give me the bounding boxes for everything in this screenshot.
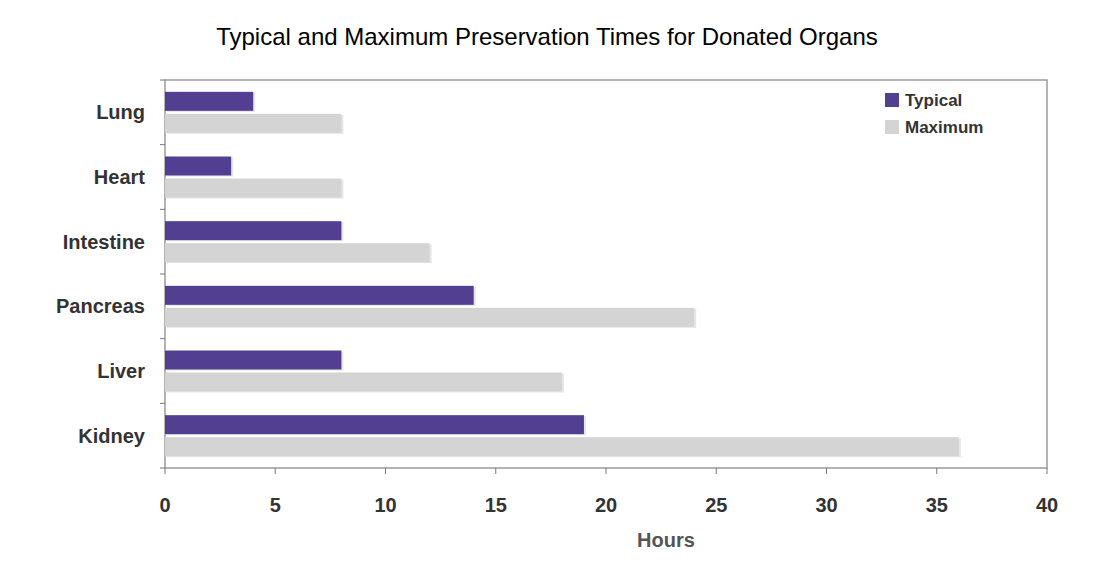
bar: [165, 114, 341, 133]
category-tick: [160, 468, 165, 469]
x-tick-label: 25: [705, 494, 727, 516]
legend: Typical Maximum: [885, 91, 983, 137]
category-tick: [160, 403, 165, 404]
category-tick: [160, 144, 165, 145]
x-tick-label: 10: [374, 494, 396, 516]
bar: [165, 92, 253, 111]
legend-label: Maximum: [905, 118, 983, 137]
x-tick-label: 35: [926, 494, 948, 516]
bar: [165, 179, 341, 198]
bars: [165, 92, 961, 457]
x-tick-label: 40: [1036, 494, 1058, 516]
chart-container: Typical and Maximum Preservation Times f…: [0, 0, 1094, 569]
bar: [165, 308, 694, 327]
category-label: Heart: [94, 166, 145, 188]
x-tick: [495, 468, 496, 474]
x-tick: [716, 468, 717, 474]
bar: [165, 415, 584, 434]
category-label: Pancreas: [56, 295, 145, 317]
category-tick: [160, 338, 165, 339]
x-tick: [1047, 468, 1048, 474]
category-tick: [160, 209, 165, 210]
x-tick: [826, 468, 827, 474]
plot-frame: [165, 80, 1047, 468]
bar: [165, 286, 474, 305]
x-tick: [936, 468, 937, 474]
legend-swatch: [885, 93, 899, 107]
chart-title: Typical and Maximum Preservation Times f…: [216, 23, 878, 50]
bar: [165, 157, 231, 176]
category-label: Lung: [96, 101, 145, 123]
bar: [165, 351, 341, 370]
bar: [165, 221, 341, 240]
category-tick: [160, 80, 165, 81]
x-tick: [385, 468, 386, 474]
bar: [165, 243, 430, 262]
x-tick: [275, 468, 276, 474]
x-tick-label: 20: [595, 494, 617, 516]
bar: [165, 437, 959, 456]
legend-label: Typical: [905, 91, 962, 110]
x-tick-label: 0: [159, 494, 170, 516]
x-tick-label: 30: [815, 494, 837, 516]
category-tick: [160, 274, 165, 275]
chart-svg: Typical and Maximum Preservation Times f…: [0, 0, 1094, 569]
x-tick: [606, 468, 607, 474]
category-label: Liver: [97, 360, 145, 382]
category-label: Intestine: [63, 231, 145, 253]
x-tick-label: 5: [270, 494, 281, 516]
x-axis-label: Hours: [637, 529, 695, 551]
x-tick: [165, 468, 166, 474]
legend-swatch: [885, 120, 899, 134]
category-label: Kidney: [78, 425, 146, 447]
x-tick-label: 15: [485, 494, 507, 516]
bar: [165, 373, 562, 392]
